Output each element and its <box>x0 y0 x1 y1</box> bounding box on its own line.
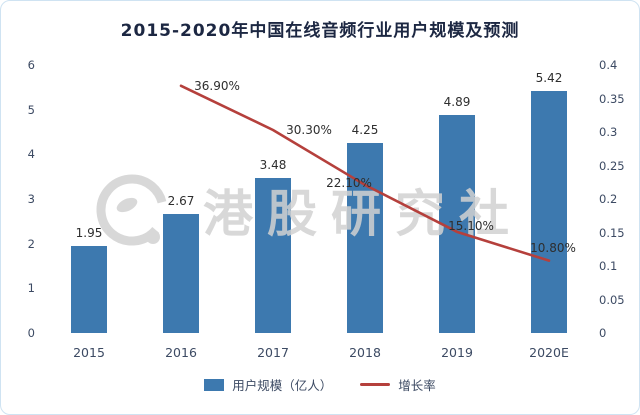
y-axis-left-tick: 3 <box>27 192 35 206</box>
y-axis-right-tick: 0.35 <box>599 91 625 106</box>
y-axis-right-tick: 0.2 <box>599 192 618 206</box>
y-axis-right-tick: 0.25 <box>599 158 625 173</box>
line-value-label-2018: 22.10% <box>326 175 372 190</box>
watermark-logo-icon <box>96 174 168 246</box>
bar-value-label-2015: 1.95 <box>75 225 103 240</box>
x-axis-label-2016: 2016 <box>165 345 197 360</box>
line-value-label-2016: 36.90% <box>194 78 240 93</box>
watermark: 港股研究社 <box>89 167 523 253</box>
y-axis-right-tick: 0.1 <box>599 259 618 273</box>
y-axis-left-tick: 5 <box>27 102 35 117</box>
y-axis-right-tick: 0.3 <box>599 125 618 139</box>
y-axis-left-tick: 2 <box>27 236 35 251</box>
y-axis-left-tick: 1 <box>27 281 35 296</box>
line-value-label-2020E: 10.80% <box>530 240 576 255</box>
legend-line-marker <box>360 383 391 386</box>
x-axis-label-2015: 2015 <box>73 345 105 360</box>
chart-title: 2015-2020年中国在线音频行业用户规模及预测 <box>120 21 520 41</box>
bar-2015 <box>71 245 107 333</box>
bar-value-label-2017: 3.48 <box>259 157 287 172</box>
y-axis-right-tick: 0.05 <box>599 292 625 307</box>
line-value-label-2017: 30.30% <box>286 122 332 137</box>
line-value-label-2019: 15.10% <box>448 218 494 233</box>
x-axis-label-2018: 2018 <box>349 345 381 360</box>
legend-item-0: 用户规模（亿人） <box>204 375 332 394</box>
bar-value-label-2016: 2.67 <box>167 193 195 208</box>
bar-value-label-2020E: 5.42 <box>535 70 563 85</box>
legend-label-1: 增长率 <box>398 378 436 393</box>
y-axis-left-tick: 4 <box>27 147 35 162</box>
x-axis-label-2019: 2019 <box>441 345 473 360</box>
bar-2020E <box>531 90 567 333</box>
legend-item-1: 增长率 <box>360 375 436 394</box>
y-axis-right-tick: 0.15 <box>599 225 625 240</box>
bar-value-label-2018: 4.25 <box>351 123 379 138</box>
bar-value-label-2019: 4.89 <box>443 94 471 109</box>
y-axis-left-tick: 6 <box>27 58 35 72</box>
legend: 用户规模（亿人） 增长率 <box>1 375 639 394</box>
y-axis-right-tick: 0.4 <box>599 58 618 72</box>
legend-bar-marker <box>204 378 225 391</box>
x-axis-label-2020E: 2020E <box>529 345 569 360</box>
y-axis-right-tick: 0 <box>599 326 607 340</box>
legend-label-0: 用户规模（亿人） <box>232 378 333 393</box>
y-axis-left-tick: 0 <box>27 326 35 340</box>
x-axis-label-2017: 2017 <box>257 345 289 360</box>
